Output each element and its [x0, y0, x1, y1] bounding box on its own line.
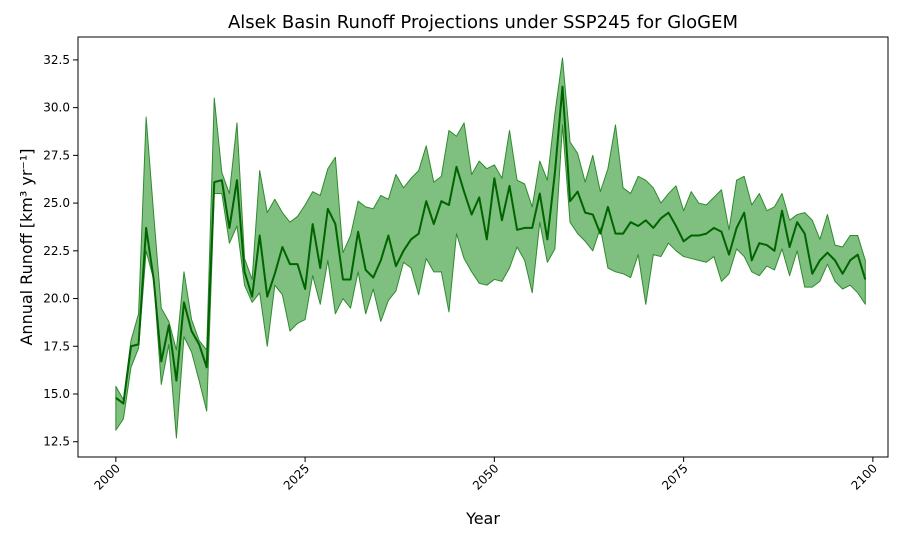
plot-area [115, 57, 867, 439]
y-tick-label: 25.0 [43, 196, 70, 210]
y-tick-label: 30.0 [43, 101, 70, 115]
y-tick-label: 22.5 [43, 244, 70, 258]
y-tick-label: 15.0 [43, 387, 70, 401]
x-axis-title: Year [465, 509, 500, 528]
y-tick-label: 32.5 [43, 53, 70, 67]
y-tick-label: 17.5 [43, 339, 70, 353]
chart-title: Alsek Basin Runoff Projections under SSP… [228, 12, 738, 33]
axes-frame [77, 36, 889, 458]
y-tick-label: 27.5 [43, 148, 70, 162]
uncertainty-band [115, 57, 866, 439]
mean-runoff-line [115, 85, 867, 405]
y-axis-ticks: 12.5 15.0 17.5 20.0 22.5 25.0 27.5 30.0 32.5 [43, 53, 78, 449]
y-axis-title: Annual Runoff [km³ yr⁻¹] [17, 148, 36, 345]
y-tick-label: 12.5 [43, 435, 70, 449]
y-tick-label: 20.0 [43, 292, 70, 306]
